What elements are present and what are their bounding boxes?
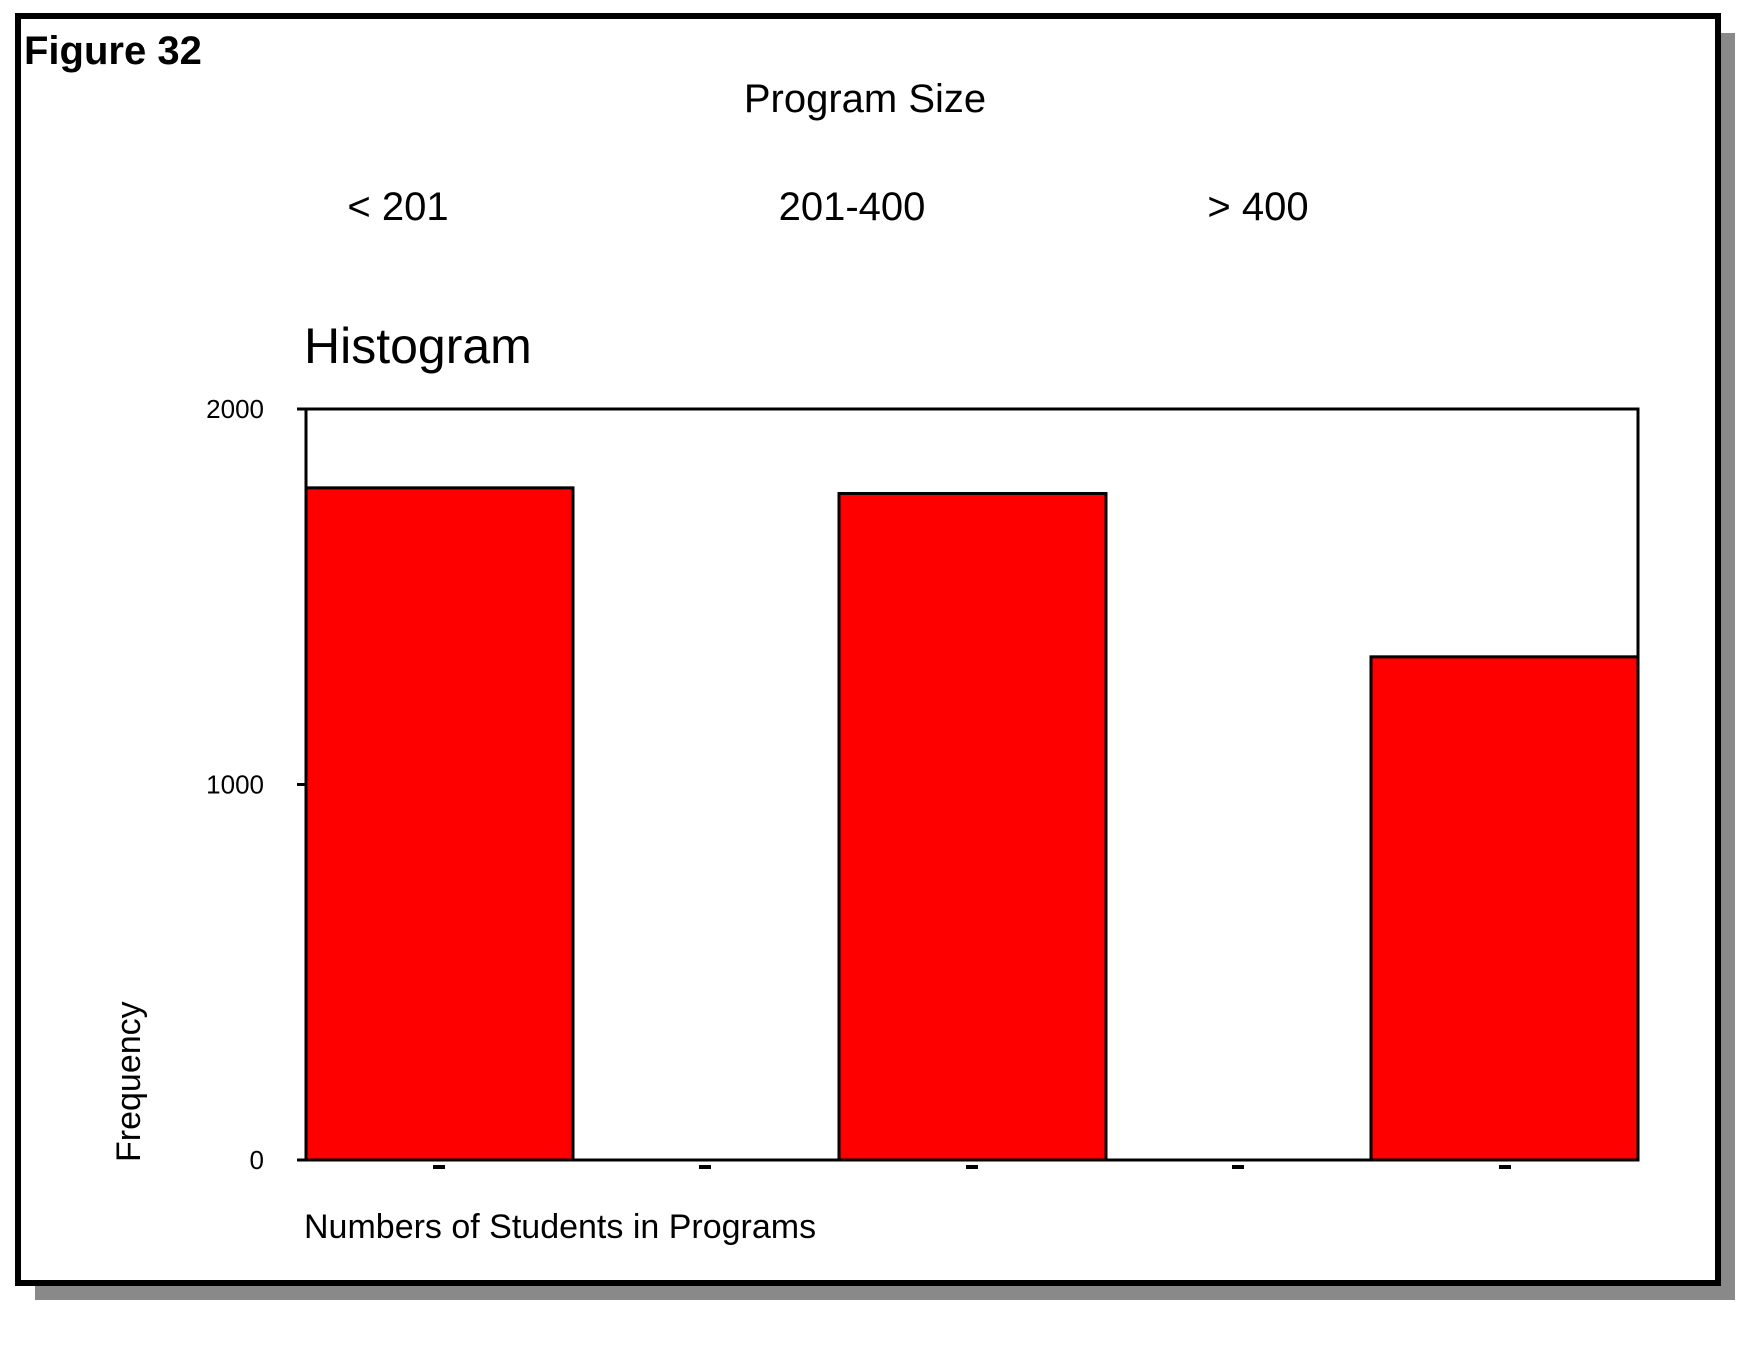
figure-label: Figure 32 bbox=[24, 29, 202, 73]
category-label-201-400: 201-400 bbox=[779, 185, 926, 229]
bar-3 bbox=[1369, 655, 1640, 1162]
bar-1 bbox=[304, 486, 575, 1162]
x-axis-label: Numbers of Students in Programs bbox=[304, 1208, 816, 1246]
y-tick-label: 2000 bbox=[206, 394, 264, 424]
bars-layer bbox=[304, 486, 1640, 1162]
bar-2 bbox=[837, 491, 1108, 1162]
y-tick-label: 1000 bbox=[206, 770, 264, 800]
plot-border bbox=[304, 407, 1640, 1162]
chart-title: Histogram bbox=[304, 318, 532, 374]
y-axis-label: Frequency bbox=[110, 1001, 148, 1162]
category-label-lt-201: < 201 bbox=[347, 185, 448, 229]
ticks-layer: 0 1000 2000 bbox=[206, 394, 1511, 1175]
category-label-gt-400: > 400 bbox=[1207, 185, 1308, 229]
program-size-title: Program Size bbox=[744, 77, 986, 121]
y-tick-label: 0 bbox=[250, 1145, 264, 1175]
